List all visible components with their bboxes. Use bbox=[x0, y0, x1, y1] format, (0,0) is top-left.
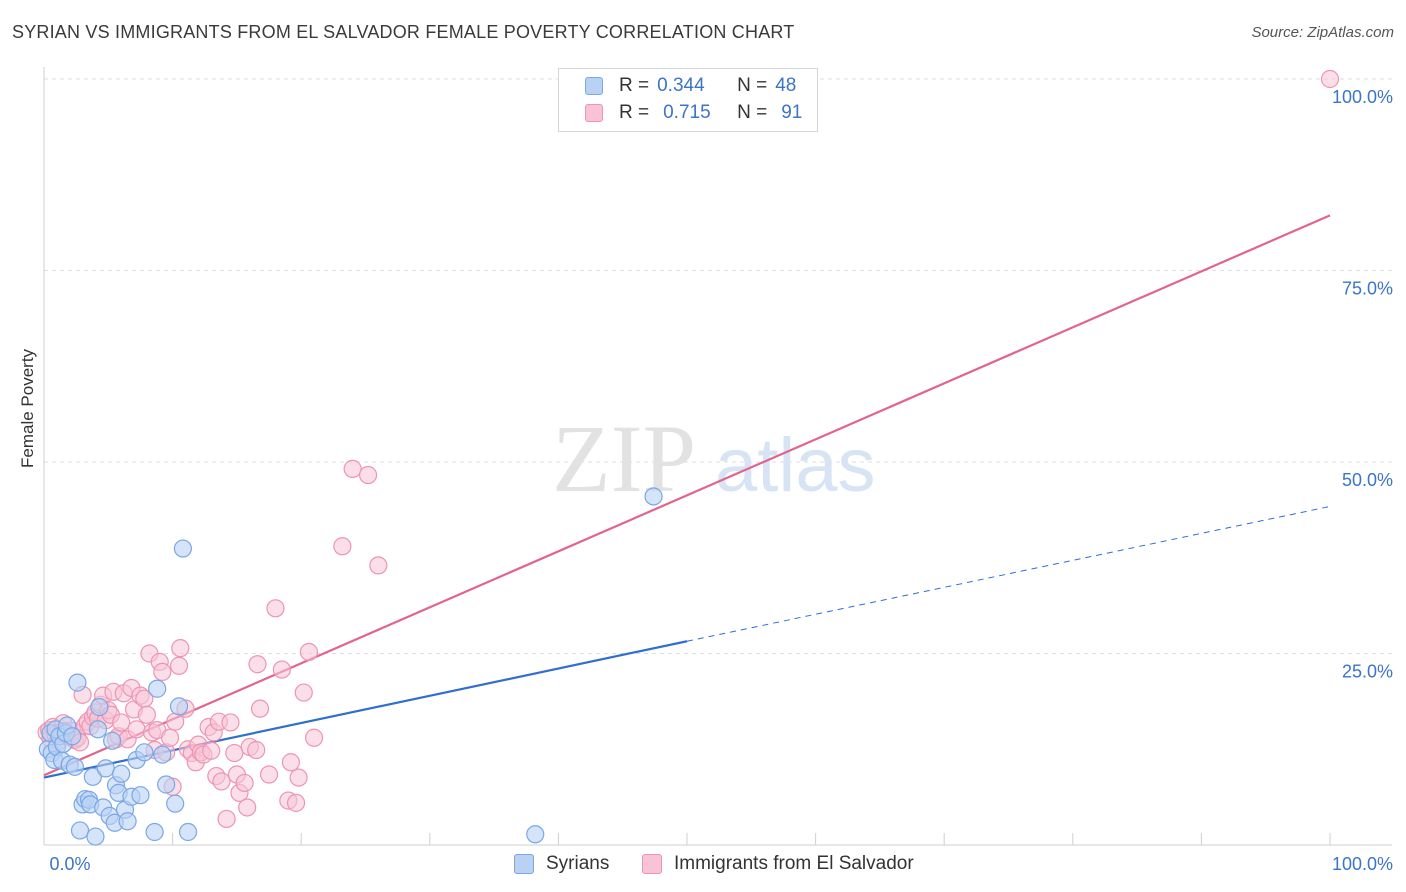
x-tick-label-max: 100.0% bbox=[1332, 854, 1393, 874]
y-tick-label: 100.0% bbox=[1332, 87, 1393, 107]
data-point-syrian bbox=[118, 812, 137, 831]
series-name-syrians: Syrians bbox=[546, 853, 610, 874]
data-point-syrian bbox=[83, 767, 102, 786]
data-point-syrian bbox=[169, 697, 189, 716]
data-point-el-salvador bbox=[247, 740, 266, 760]
data-point-el-salvador bbox=[217, 809, 236, 829]
legend-row-el-salvador: R = 0.715 N = 91 bbox=[585, 100, 802, 126]
data-point-el-salvador bbox=[369, 556, 388, 575]
data-point-el-salvador bbox=[137, 705, 156, 724]
data-point-syrian bbox=[157, 775, 176, 794]
legend-n-label: N = bbox=[737, 102, 768, 123]
data-point-el-salvador bbox=[1320, 69, 1340, 89]
data-point-el-salvador bbox=[272, 660, 292, 679]
data-point-el-salvador bbox=[235, 773, 254, 793]
data-point-el-salvador bbox=[127, 720, 146, 739]
trend-line-syrians-extension bbox=[686, 505, 1331, 642]
data-point-syrian bbox=[63, 727, 82, 746]
data-point-el-salvador bbox=[358, 465, 378, 485]
data-point-syrian bbox=[88, 720, 108, 739]
data-point-el-salvador bbox=[169, 656, 189, 675]
data-point-syrian bbox=[173, 539, 192, 558]
series-name-el-salvador: Immigrants from El Salvador bbox=[674, 853, 914, 874]
data-point-syrian bbox=[96, 759, 115, 778]
data-point-syrian bbox=[644, 487, 663, 506]
legend-swatch-blue bbox=[585, 77, 603, 95]
series-swatch-blue bbox=[514, 854, 534, 874]
data-point-el-salvador bbox=[343, 459, 362, 478]
data-point-syrian bbox=[166, 794, 185, 813]
y-tick-label: 25.0% bbox=[1342, 662, 1393, 682]
data-point-syrian bbox=[153, 745, 172, 764]
data-point-syrian bbox=[131, 786, 150, 805]
watermark-atlas: atlas bbox=[715, 423, 876, 508]
legend-r-label: R = bbox=[619, 75, 650, 96]
y-tick-label: 75.0% bbox=[1342, 279, 1393, 299]
data-point-el-salvador bbox=[153, 662, 172, 681]
data-point-syrian bbox=[68, 673, 87, 692]
data-point-el-salvador bbox=[212, 772, 231, 791]
data-point-syrian bbox=[103, 731, 122, 750]
axes bbox=[43, 67, 1392, 846]
data-point-el-salvador bbox=[202, 741, 221, 760]
data-point-el-salvador bbox=[266, 599, 285, 618]
trend-line-el-salvador bbox=[43, 214, 1331, 777]
legend-n-label: N = bbox=[737, 75, 768, 96]
data-point-el-salvador bbox=[281, 753, 301, 772]
data-point-syrian bbox=[178, 822, 198, 842]
syrian-points bbox=[38, 487, 663, 846]
y-tick-label: 50.0% bbox=[1342, 470, 1393, 490]
legend-r-value: 0.344 bbox=[657, 75, 705, 96]
data-point-el-salvador bbox=[294, 683, 313, 702]
data-point-syrian bbox=[526, 825, 545, 844]
legend-r-label: R = bbox=[619, 102, 650, 123]
legend-n-value: 48 bbox=[775, 75, 797, 96]
data-point-syrian bbox=[90, 698, 109, 717]
series-legend-syrians: Syrians bbox=[514, 852, 609, 876]
data-point-el-salvador bbox=[299, 642, 319, 662]
series-swatch-pink bbox=[642, 854, 662, 874]
watermark-zip: ZIP bbox=[552, 405, 696, 512]
data-point-el-salvador bbox=[259, 765, 279, 784]
data-point-el-salvador bbox=[304, 728, 324, 747]
trend-lines bbox=[43, 214, 1331, 779]
correlation-legend: R = 0.344 N = 48 R = 0.715 N = 91 bbox=[558, 68, 818, 132]
data-point-el-salvador bbox=[250, 699, 270, 718]
data-point-el-salvador bbox=[238, 798, 257, 817]
tick-labels: 25.0% 50.0% 75.0% 100.0% 0.0% 100.0% bbox=[49, 87, 1393, 874]
grid-lines bbox=[44, 78, 1392, 654]
legend-r-value: 0.715 bbox=[663, 102, 711, 123]
data-point-syrian bbox=[148, 679, 167, 698]
data-point-syrian bbox=[86, 827, 105, 846]
legend-n-value: 91 bbox=[781, 102, 803, 123]
data-point-el-salvador bbox=[112, 713, 131, 732]
legend-row-syrians: R = 0.344 N = 48 bbox=[585, 73, 796, 99]
x-tick-label-min: 0.0% bbox=[49, 854, 90, 874]
data-point-syrian bbox=[112, 764, 131, 783]
data-point-el-salvador bbox=[171, 639, 190, 658]
legend-swatch-pink bbox=[585, 104, 603, 122]
source-label: Source: ZipAtlas.com bbox=[1251, 24, 1394, 41]
data-point-el-salvador bbox=[289, 768, 308, 787]
data-point-syrian bbox=[65, 757, 84, 776]
data-point-syrian bbox=[135, 743, 154, 762]
data-point-syrian bbox=[145, 822, 164, 842]
data-point-el-salvador bbox=[225, 743, 244, 763]
data-point-el-salvador bbox=[286, 793, 306, 812]
series-legend-el-salvador: Immigrants from El Salvador bbox=[642, 852, 914, 876]
chart-title: SYRIAN VS IMMIGRANTS FROM EL SALVADOR FE… bbox=[12, 22, 795, 42]
data-point-el-salvador bbox=[248, 655, 267, 674]
data-point-el-salvador bbox=[160, 728, 180, 747]
data-point-syrian bbox=[70, 821, 90, 840]
y-axis-label: Female Poverty bbox=[18, 348, 37, 468]
data-point-el-salvador bbox=[333, 537, 352, 556]
data-point-el-salvador bbox=[221, 713, 240, 732]
